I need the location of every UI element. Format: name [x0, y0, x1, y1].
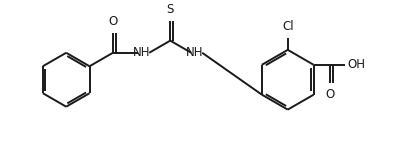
Text: S: S — [166, 3, 174, 16]
Text: NH: NH — [185, 46, 203, 59]
Text: OH: OH — [347, 58, 366, 71]
Text: O: O — [326, 88, 335, 101]
Text: NH: NH — [133, 46, 150, 59]
Text: Cl: Cl — [282, 20, 294, 33]
Text: O: O — [108, 15, 118, 28]
